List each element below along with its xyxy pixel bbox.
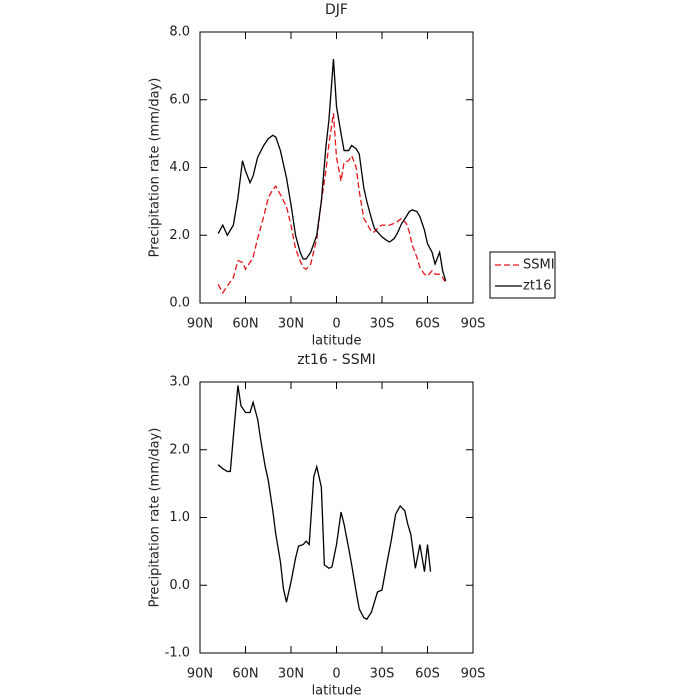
plot-frame bbox=[199, 381, 474, 654]
y-tick-label: 2.0 bbox=[169, 228, 190, 243]
y-axis-label: Precipitation rate (mm/day) bbox=[148, 78, 163, 258]
y-tick-label: 0.0 bbox=[169, 296, 190, 311]
chart-title: zt16 - SSMI bbox=[297, 352, 376, 368]
y-tick-label: 0.0 bbox=[169, 578, 190, 593]
y-tick-label: -1.0 bbox=[165, 646, 190, 661]
x-tick-label: 90S bbox=[461, 317, 486, 332]
x-tick-label: 60S bbox=[415, 667, 440, 682]
legend-label: zt16 bbox=[523, 279, 551, 294]
y-tick-label: 3.0 bbox=[169, 375, 190, 390]
data-line bbox=[217, 385, 432, 620]
x-tick-label: 60S bbox=[415, 317, 440, 332]
x-tick-label: 60N bbox=[232, 667, 258, 682]
x-tick-label: 0 bbox=[332, 667, 340, 682]
y-tick-label: 1.0 bbox=[169, 510, 190, 525]
x-axis-label: latitude bbox=[312, 334, 362, 349]
x-tick-label: 30N bbox=[278, 667, 304, 682]
x-tick-label: 30S bbox=[370, 317, 395, 332]
x-tick-label: 90S bbox=[461, 667, 486, 682]
y-axis-label: Precipitation rate (mm/day) bbox=[148, 428, 163, 608]
chart-title: DJF bbox=[325, 2, 348, 18]
x-tick-label: 60N bbox=[232, 317, 258, 332]
legend-label: SSMI bbox=[523, 258, 555, 273]
y-tick-label: 6.0 bbox=[169, 92, 190, 107]
x-tick-label: 0 bbox=[332, 317, 340, 332]
y-tick-label: 2.0 bbox=[169, 442, 190, 457]
x-axis-label: latitude bbox=[312, 684, 362, 699]
x-tick-label: 30N bbox=[278, 317, 304, 332]
data-line bbox=[217, 113, 447, 295]
x-tick-label: 30S bbox=[370, 667, 395, 682]
x-tick-label: 90N bbox=[187, 667, 213, 682]
legend-box bbox=[489, 251, 556, 299]
y-tick-label: 4.0 bbox=[169, 160, 190, 175]
data-line bbox=[217, 59, 447, 282]
x-tick-label: 90N bbox=[187, 317, 213, 332]
y-tick-label: 8.0 bbox=[169, 25, 190, 40]
